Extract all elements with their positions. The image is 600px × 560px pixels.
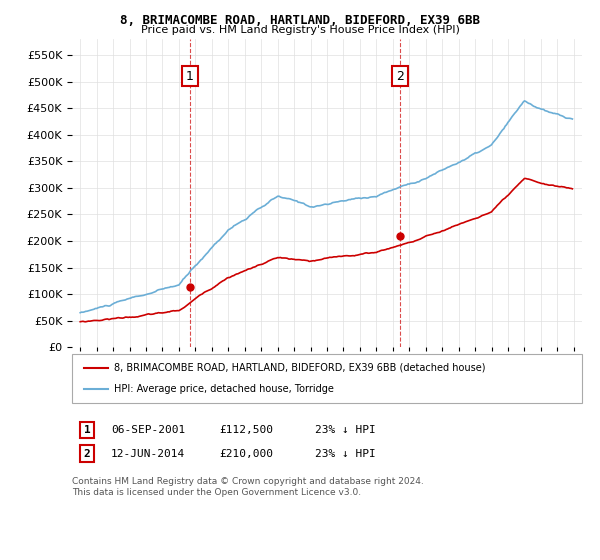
Text: Contains HM Land Registry data © Crown copyright and database right 2024.
This d: Contains HM Land Registry data © Crown c… xyxy=(72,477,424,497)
Text: 8, BRIMACOMBE ROAD, HARTLAND, BIDEFORD, EX39 6BB (detached house): 8, BRIMACOMBE ROAD, HARTLAND, BIDEFORD, … xyxy=(114,363,485,373)
Text: £210,000: £210,000 xyxy=(219,449,273,459)
Text: Price paid vs. HM Land Registry's House Price Index (HPI): Price paid vs. HM Land Registry's House … xyxy=(140,25,460,35)
Text: 12-JUN-2014: 12-JUN-2014 xyxy=(111,449,185,459)
Text: 1: 1 xyxy=(186,69,194,83)
Text: 23% ↓ HPI: 23% ↓ HPI xyxy=(315,425,376,435)
Text: 8, BRIMACOMBE ROAD, HARTLAND, BIDEFORD, EX39 6BB: 8, BRIMACOMBE ROAD, HARTLAND, BIDEFORD, … xyxy=(120,14,480,27)
Text: 1: 1 xyxy=(83,425,91,435)
Text: 23% ↓ HPI: 23% ↓ HPI xyxy=(315,449,376,459)
Text: 2: 2 xyxy=(396,69,404,83)
Text: 2: 2 xyxy=(83,449,91,459)
Text: £112,500: £112,500 xyxy=(219,425,273,435)
Text: 06-SEP-2001: 06-SEP-2001 xyxy=(111,425,185,435)
Text: HPI: Average price, detached house, Torridge: HPI: Average price, detached house, Torr… xyxy=(114,384,334,394)
